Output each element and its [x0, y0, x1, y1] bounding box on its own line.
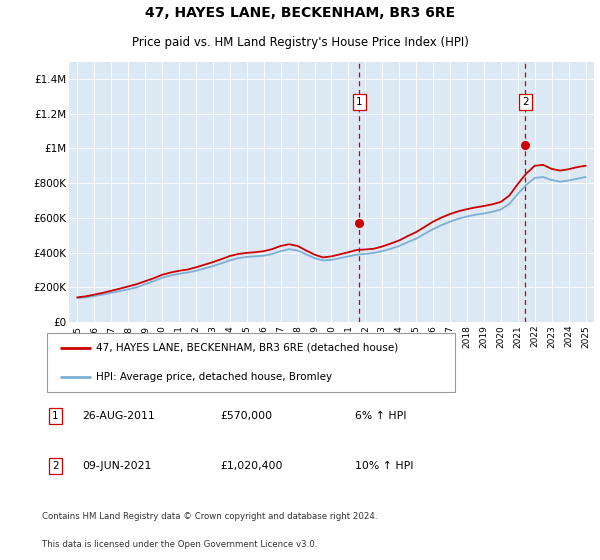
Text: 1: 1 [356, 97, 363, 108]
FancyBboxPatch shape [47, 333, 455, 392]
Text: 47, HAYES LANE, BECKENHAM, BR3 6RE: 47, HAYES LANE, BECKENHAM, BR3 6RE [145, 6, 455, 20]
Text: 2: 2 [522, 97, 529, 108]
Text: Price paid vs. HM Land Registry's House Price Index (HPI): Price paid vs. HM Land Registry's House … [131, 36, 469, 49]
Text: HPI: Average price, detached house, Bromley: HPI: Average price, detached house, Brom… [96, 372, 332, 382]
Text: Contains HM Land Registry data © Crown copyright and database right 2024.: Contains HM Land Registry data © Crown c… [42, 512, 377, 521]
Text: 1: 1 [52, 411, 59, 421]
Text: 2: 2 [52, 461, 59, 471]
Text: £1,020,400: £1,020,400 [220, 461, 283, 471]
Text: This data is licensed under the Open Government Licence v3.0.: This data is licensed under the Open Gov… [42, 540, 317, 549]
Text: 47, HAYES LANE, BECKENHAM, BR3 6RE (detached house): 47, HAYES LANE, BECKENHAM, BR3 6RE (deta… [96, 343, 398, 353]
Text: 26-AUG-2011: 26-AUG-2011 [83, 411, 155, 421]
Text: 10% ↑ HPI: 10% ↑ HPI [355, 461, 414, 471]
Text: 09-JUN-2021: 09-JUN-2021 [83, 461, 152, 471]
Text: £570,000: £570,000 [220, 411, 272, 421]
Text: 6% ↑ HPI: 6% ↑ HPI [355, 411, 407, 421]
